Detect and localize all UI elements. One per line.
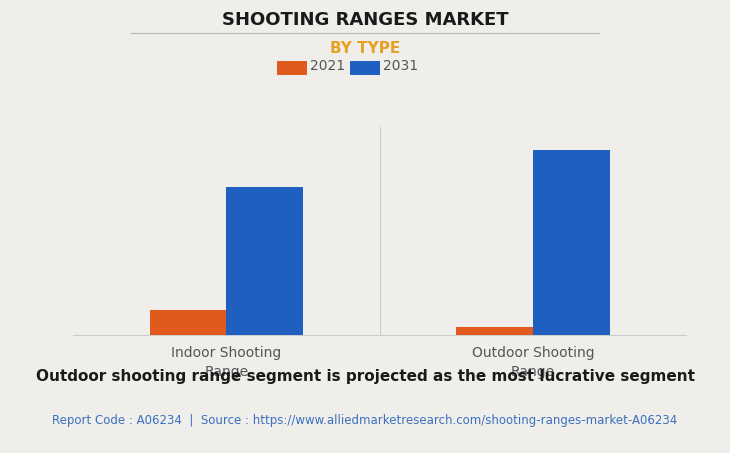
Bar [456, 327, 533, 335]
Bar [226, 187, 303, 335]
Bar [150, 310, 226, 335]
Text: BY TYPE: BY TYPE [330, 41, 400, 56]
Text: SHOOTING RANGES MARKET: SHOOTING RANGES MARKET [222, 11, 508, 29]
Text: Report Code : A06234  |  Source : https://www.alliedmarketresearch.com/shooting-: Report Code : A06234 | Source : https://… [53, 414, 677, 428]
Bar [533, 150, 610, 335]
Text: 2021: 2021 [310, 59, 345, 72]
Text: 2031: 2031 [383, 59, 418, 72]
Text: Outdoor shooting range segment is projected as the most lucrative segment: Outdoor shooting range segment is projec… [36, 369, 694, 384]
